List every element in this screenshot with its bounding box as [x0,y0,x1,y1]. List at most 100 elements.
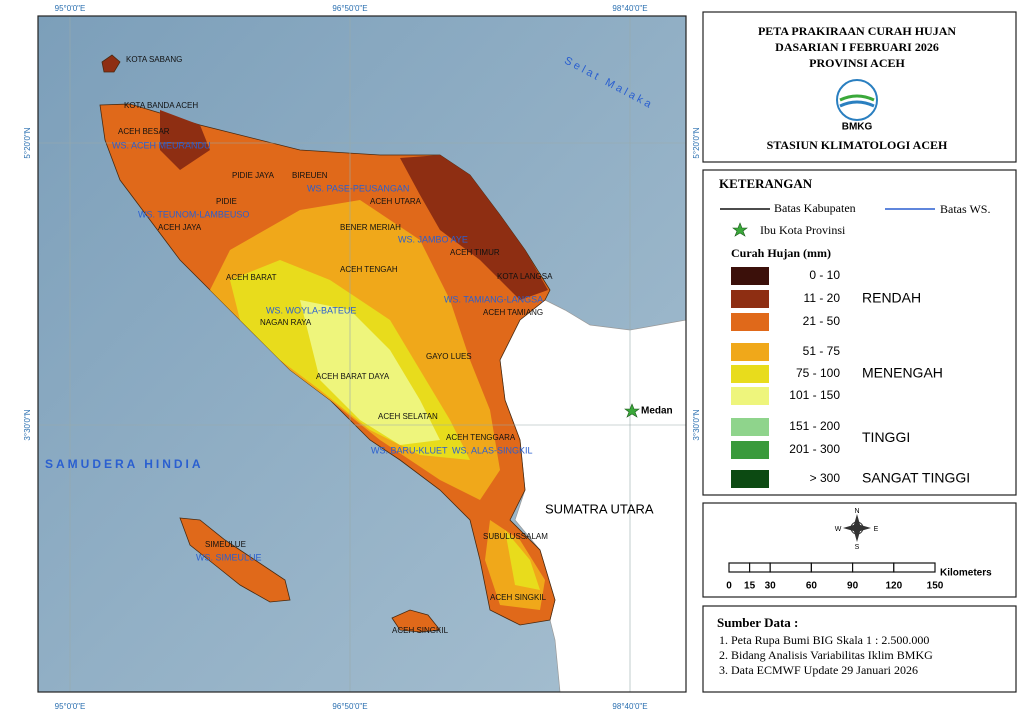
legend-swatch [731,313,769,331]
station-name: STASIUN KLIMATOLOGI ACEH [767,138,948,152]
source-item: 3. Data ECMWF Update 29 Januari 2026 [719,663,918,677]
bmkg-logo [836,79,878,121]
graticule [38,16,686,692]
legend-swatch [731,267,769,285]
map-title: DASARIAN I FEBRUARI 2026 [775,40,939,54]
legend-swatch [731,343,769,361]
province-label: SUMATRA UTARA [545,501,654,516]
legend-label: Ibu Kota Provinsi [760,223,846,237]
region-label: KOTA BANDA ACEH [124,101,198,110]
scale-label: 150 [927,581,944,592]
watershed-label: WS. SIMEULUE [196,552,262,562]
capital-label: Medan [641,406,673,417]
region-label: KOTA SABANG [126,55,182,64]
scale-label: 15 [744,581,756,592]
legend-swatch [731,365,769,383]
legend-class: 11 - 20 [804,291,841,305]
scale-unit: Kilometers [940,568,992,579]
legend-box [702,169,1017,496]
scale-label: 120 [885,581,902,592]
map-body: Selat Malaka SAMUDERA HINDIA SUMATRA UTA… [38,16,686,692]
legend-swatch [731,470,769,488]
capital-star [624,403,640,418]
watershed-label: WS. TEUNOM-LAMBEUSO [138,209,249,219]
legend-label: Batas Kabupaten [774,201,856,215]
logo-wave [839,100,875,108]
scale-box [702,502,1017,598]
map-title: PROVINSI ACEH [809,56,905,70]
scale-label: 90 [847,581,859,592]
legend-title: KETERANGAN [719,176,813,191]
region-label: ACEH SINGKIL [392,626,449,635]
region-label: SIMEULUE [205,540,246,549]
region-label: ACEH TAMIANG [483,308,543,317]
region-label: ACEH BARAT DAYA [316,372,390,381]
map-frame [37,15,687,693]
coord-label: 98°40'0"E [612,702,647,711]
region-label: PIDIE JAYA [232,171,275,180]
source-box [702,605,1017,693]
region-label: ACEH TIMUR [450,248,500,257]
capital-symbol [732,222,748,237]
watershed-label: WS. ALAS-SINGKIL [452,445,533,455]
region-label: ACEH BESAR [118,127,170,136]
compass-letter: N [854,508,859,515]
map-title: PETA PRAKIRAAN CURAH HUJAN [758,24,956,38]
legend-class: 51 - 75 [803,344,841,358]
sabang [101,54,121,73]
region-label: ACEH SELATAN [378,412,438,421]
region-label: ACEH TENGAH [340,265,398,274]
region-label: ACEH BARAT [226,273,277,282]
legend-subtitle: Curah Hujan (mm) [731,246,831,260]
scale-label: 0 [726,581,732,592]
watershed-label: WS. ACEH MEURANDU [112,140,211,150]
legend-class: 75 - 100 [796,366,840,380]
sources-title: Sumber Data : [717,615,798,630]
zone-brown [160,110,548,300]
legend-class: 151 - 200 [789,419,840,433]
logo-wave [839,94,875,102]
compass-letter: S [855,544,860,551]
logo-circle [836,79,878,121]
legend-group: SANGAT TINGGI [862,470,970,486]
banyak-islands [391,609,441,633]
legend-class: 101 - 150 [789,388,840,402]
logo-text: BMKG [842,122,873,133]
legend-swatch [731,290,769,308]
region-label: ACEH JAYA [158,223,202,232]
legend-class: > 300 [810,471,841,485]
coord-label: 95°0'0"E [55,702,86,711]
legend-swatch [731,441,769,459]
sea-label: SAMUDERA HINDIA [45,457,204,471]
coord-label: 5°20'0"N [23,127,32,158]
region-label: BIREUEN [292,171,328,180]
compass-letter: E [874,526,879,533]
region-label: ACEH SINGKIL [490,593,547,602]
coord-label: 5°20'0"N [692,127,701,158]
legend-swatch [731,418,769,436]
legend-group: RENDAH [862,290,921,306]
watershed-label: WS. BARU-KLUET [371,445,448,455]
legend-class: 201 - 300 [789,442,840,456]
compass-ring [850,521,864,535]
legend-group: TINGGI [862,429,910,445]
legend-group: MENENGAH [862,365,943,381]
coord-label: 3°30'0"N [23,409,32,440]
coord-label: 96°50'0"E [332,702,367,711]
coord-label: 98°40'0"E [612,4,647,13]
coord-label: 3°30'0"N [692,409,701,440]
region-label: NAGAN RAYA [260,318,312,327]
scale-segment [728,562,751,573]
scale-segment [769,562,813,573]
scale-label: 30 [765,581,777,592]
region-label: ACEH TENGGARA [446,433,516,442]
zone-light-yellow [300,300,440,445]
scale-segment [810,562,854,573]
region-label: KOTA LANGSA [497,272,553,281]
legend-label: Batas WS. [940,202,990,216]
watershed-label: WS. TAMIANG-LANGSA [444,294,543,304]
region-label: BENER MERIAH [340,223,401,232]
region-label: ACEH UTARA [370,197,422,206]
compass-letter: W [835,526,842,533]
watershed-label: WS. JAMBO AYE [398,234,468,244]
